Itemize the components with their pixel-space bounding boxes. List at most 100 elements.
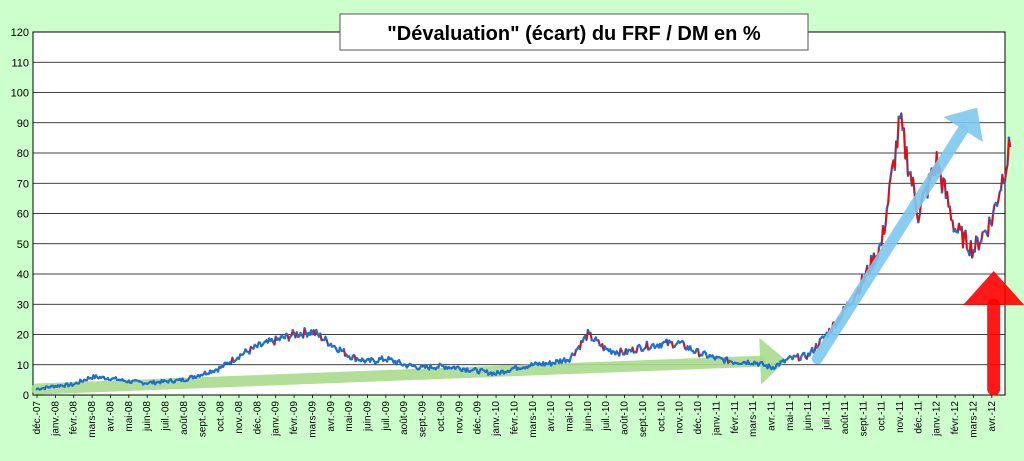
y-tick-label: 30 [17,299,29,311]
series-point [63,385,66,388]
series-point [157,380,161,384]
series-point [527,364,531,368]
series-point [893,168,897,171]
series-point [688,345,692,348]
trend-arrow [811,124,969,365]
series-point [315,328,318,332]
series-point [141,382,145,386]
series-point [468,370,472,373]
series-point [700,353,704,357]
x-tick-label: avr.-12 [987,401,998,432]
series-spike [682,342,686,349]
series-spike [890,166,893,177]
chart-title-box: "Dévaluation" (écart) du FRF / DM en % [339,13,809,51]
series-point [905,145,908,149]
series-point [114,376,117,379]
series-spike [888,175,892,185]
x-tick-label: août-08 [179,401,190,435]
series-point [374,361,377,365]
annotations-front [811,107,1024,396]
x-tick-label: août-11 [840,401,851,435]
series-spike [912,177,916,193]
series-point [39,387,43,391]
y-tick-label: 120 [11,27,29,39]
series-spike [1001,174,1005,184]
series-point [704,352,708,355]
x-tick-label: sept.-08 [197,401,208,438]
series-point [1003,180,1007,183]
series-point [484,370,487,374]
series-point [425,364,428,367]
series-point [535,362,539,365]
chart-title: "Dévaluation" (écart) du FRF / DM en % [387,23,761,45]
y-tick-label: 100 [11,88,29,100]
series-point [661,341,664,345]
series-spike [973,236,977,252]
series-point [641,349,645,352]
x-tick-label: févr.-12 [950,401,961,435]
series-point [299,331,302,335]
series-point [877,246,881,249]
series-point [452,365,456,369]
series-point [799,358,802,361]
series-point [437,366,440,369]
x-tick-label: avr.-10 [546,401,557,432]
series-spike [991,213,994,226]
series-point [122,379,125,383]
series-point [417,367,420,371]
series-point [610,352,613,355]
series-point [200,373,204,377]
series-point [511,366,515,370]
x-tick-label: oct.-11 [877,401,888,431]
series-point [976,236,979,240]
series-point [389,357,393,360]
series-point [602,348,605,352]
x-tick-label: juin-10 [583,401,594,432]
x-tick-label: oct.-10 [656,401,667,432]
x-tick-label: déc.-07 [32,401,43,435]
series-point [488,372,491,375]
series-point [653,346,657,350]
series-point [106,377,110,380]
series-point [637,343,641,347]
series-point [523,366,527,370]
x-tick-label: avr.-08 [105,401,116,432]
series-spike [1008,137,1011,148]
series-point [806,352,810,356]
series-point [980,239,983,243]
y-tick-label: 10 [17,360,29,372]
series-spike [949,206,952,221]
series-point [480,367,483,371]
x-tick-label: mai-08 [124,401,135,432]
series-point [35,387,39,391]
series-spike [905,147,909,176]
series-point [189,375,192,378]
series-point [358,358,361,362]
series-point [747,362,751,365]
y-tick-label: 70 [17,178,29,190]
series-spike [302,328,306,338]
series-point [421,365,424,368]
series-point [629,349,633,353]
series-point [228,361,232,364]
x-tick-label: févr.-09 [289,401,300,435]
series-point [98,375,102,379]
x-tick-label: juin-08 [142,401,153,432]
series-spike [884,208,888,226]
series-point [456,365,460,369]
series-point [802,351,806,355]
series-point [783,360,786,364]
series-point [740,362,743,366]
x-tick-label: janv.-12 [932,401,943,437]
series-spike [958,223,962,230]
x-tick-label: janv.-08 [50,401,61,437]
series-point [751,362,755,366]
series-point [983,229,987,232]
series-point [712,356,716,359]
series-point [448,366,452,370]
series-point [71,384,74,387]
series-point [208,369,212,372]
series-point [531,363,535,367]
series-point [586,328,590,332]
series-point [472,367,476,371]
